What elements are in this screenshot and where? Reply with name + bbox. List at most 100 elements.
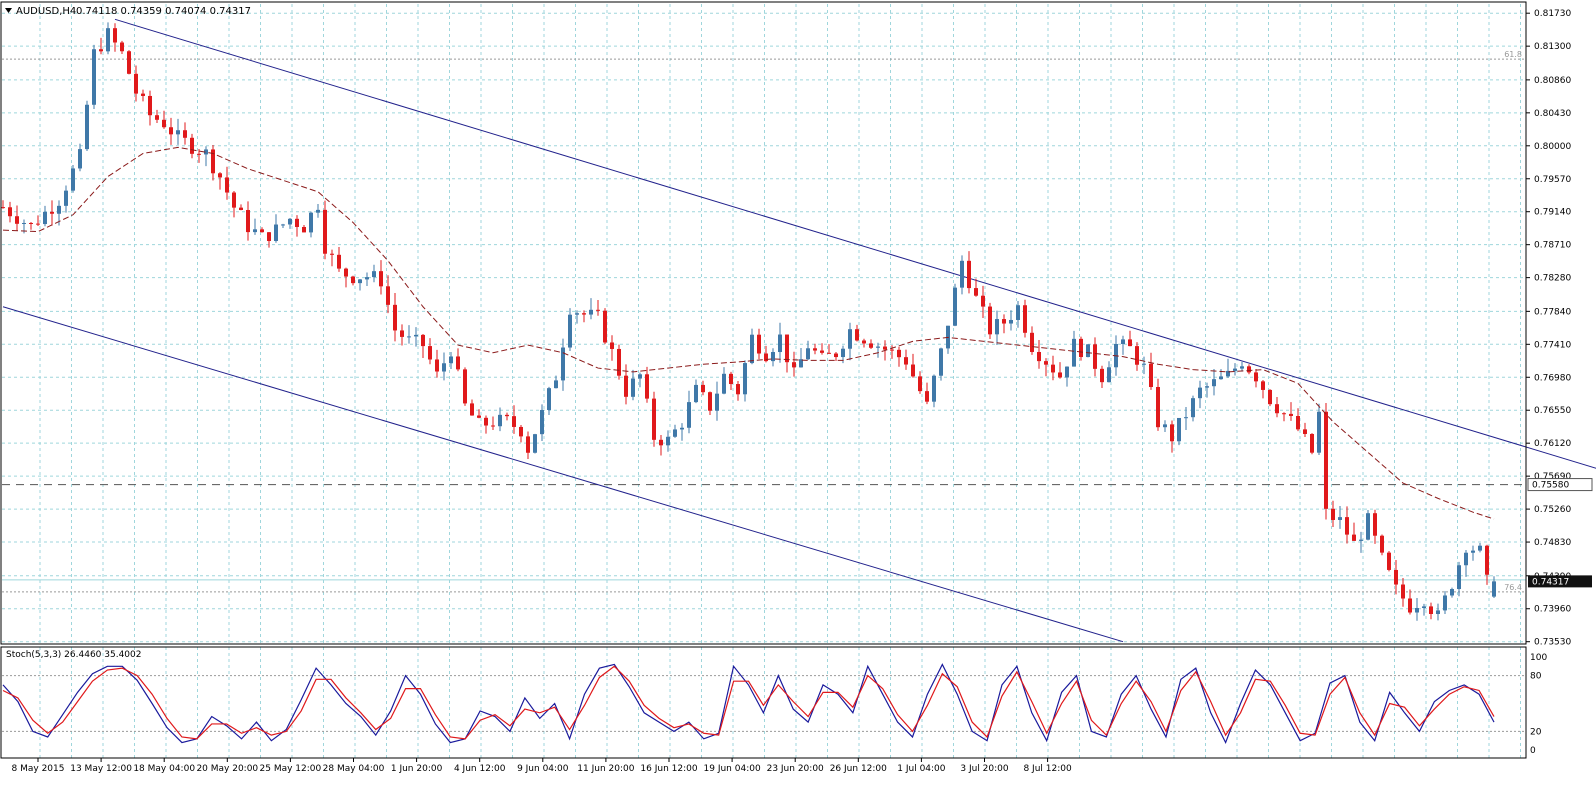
candle-body [64, 190, 68, 206]
candle-body [505, 414, 509, 417]
candle-body [1121, 339, 1125, 345]
price-tick-label: 0.77840 [1534, 307, 1571, 317]
candle-body [204, 149, 208, 155]
candle-body [652, 398, 656, 440]
candle-body [778, 334, 782, 353]
candle-body [960, 260, 964, 288]
candle-body [85, 104, 89, 150]
candle-body [1072, 338, 1076, 367]
price-tick-label: 0.75690 [1534, 472, 1571, 482]
stoch-tick-label: 20 [1530, 727, 1542, 737]
price-tick-label: 0.80000 [1534, 142, 1571, 152]
candle-body [750, 334, 754, 364]
time-tick-label: 4 Jun 12:00 [454, 764, 506, 774]
candle-body [57, 205, 61, 214]
price-tick-label: 0.77410 [1534, 340, 1571, 350]
candle-body [820, 350, 824, 353]
candle-body [1282, 413, 1286, 415]
candle-body [372, 271, 376, 278]
candle-body [239, 207, 243, 211]
candle-body [1254, 372, 1258, 382]
candle-body [736, 384, 740, 395]
symbol-dropdown-icon[interactable] [5, 8, 12, 13]
stochastic-pane: 100 80 20 0 [2, 653, 1547, 756]
candle-body [1352, 534, 1356, 541]
price-tick-label: 0.81300 [1534, 42, 1571, 52]
time-tick-label: 23 Jun 20:00 [767, 764, 824, 774]
candle-body [190, 137, 194, 154]
candle-body [456, 356, 460, 370]
candle-body [876, 346, 880, 348]
stoch-pane-frame [0, 646, 1527, 759]
candle-body [50, 211, 54, 214]
candle-body [302, 226, 306, 233]
candle-body [792, 362, 796, 368]
candlesticks [1, 22, 1496, 621]
price-tick-label: 0.78710 [1534, 241, 1571, 251]
candle-body [386, 286, 390, 305]
ohlc-label: 0.74118 0.74359 0.74074 0.74317 [76, 6, 251, 17]
candle-body [1226, 370, 1230, 377]
candle-body [1478, 545, 1482, 551]
candle-body [442, 363, 446, 372]
candle-body [715, 393, 719, 411]
candle-body [1387, 552, 1391, 570]
candle-body [141, 93, 145, 96]
candle-body [953, 287, 957, 326]
candle-body [911, 364, 915, 377]
candle-body [1205, 386, 1209, 388]
candle-body [1191, 398, 1195, 418]
candle-body [582, 313, 586, 315]
candle-body [673, 429, 677, 437]
candle-body [631, 378, 635, 397]
candle-body [274, 224, 278, 241]
price-tick-label: 0.78280 [1534, 274, 1571, 284]
channel-upper-line [114, 18, 1596, 469]
stoch-tick-label: 100 [1530, 653, 1547, 663]
candle-body [29, 222, 33, 224]
candle-body [463, 369, 467, 404]
time-tick-label: 18 May 04:00 [133, 764, 195, 774]
candle-body [8, 207, 12, 217]
candle-body [764, 353, 768, 362]
price-tick-label: 0.76120 [1534, 439, 1571, 449]
candle-body [554, 380, 558, 389]
candle-body [1240, 366, 1244, 369]
candle-body [1268, 389, 1272, 405]
time-tick-label: 20 May 20:00 [196, 764, 258, 774]
candle-body [183, 130, 187, 138]
candle-body [267, 232, 271, 241]
candle-body [848, 329, 852, 349]
candle-body [407, 336, 411, 338]
candle-body [176, 130, 180, 135]
candle-body [1128, 339, 1132, 347]
candle-body [155, 115, 159, 120]
candle-body [435, 359, 439, 372]
candle-body [421, 334, 425, 347]
candle-body [1247, 366, 1251, 373]
chart-header: AUDUSD,H4 0.74118 0.74359 0.74074 0.7431… [5, 6, 251, 660]
candle-body [1079, 338, 1083, 358]
candle-body [1492, 581, 1496, 597]
candle-body [260, 229, 264, 233]
candle-body [1310, 433, 1314, 453]
candle-body [995, 319, 999, 335]
price-tick-label: 0.80860 [1534, 76, 1571, 86]
stoch-tick-label: 80 [1530, 672, 1542, 682]
candle-body [148, 95, 152, 116]
candle-body [484, 417, 488, 426]
candle-body [211, 149, 215, 174]
price-pane-frame [0, 1, 1527, 645]
candle-body [1289, 413, 1293, 416]
time-tick-label: 25 May 12:00 [260, 764, 322, 774]
candle-body [799, 359, 803, 368]
candle-body [1394, 569, 1398, 585]
candle-body [1163, 424, 1167, 428]
candle-body [1373, 513, 1377, 536]
candle-body [1457, 565, 1461, 590]
candle-body [512, 416, 516, 427]
time-tick-label: 8 May 2015 [12, 764, 65, 774]
candle-body [1359, 539, 1363, 541]
candle-body [1044, 361, 1048, 365]
candle-body [232, 192, 236, 208]
